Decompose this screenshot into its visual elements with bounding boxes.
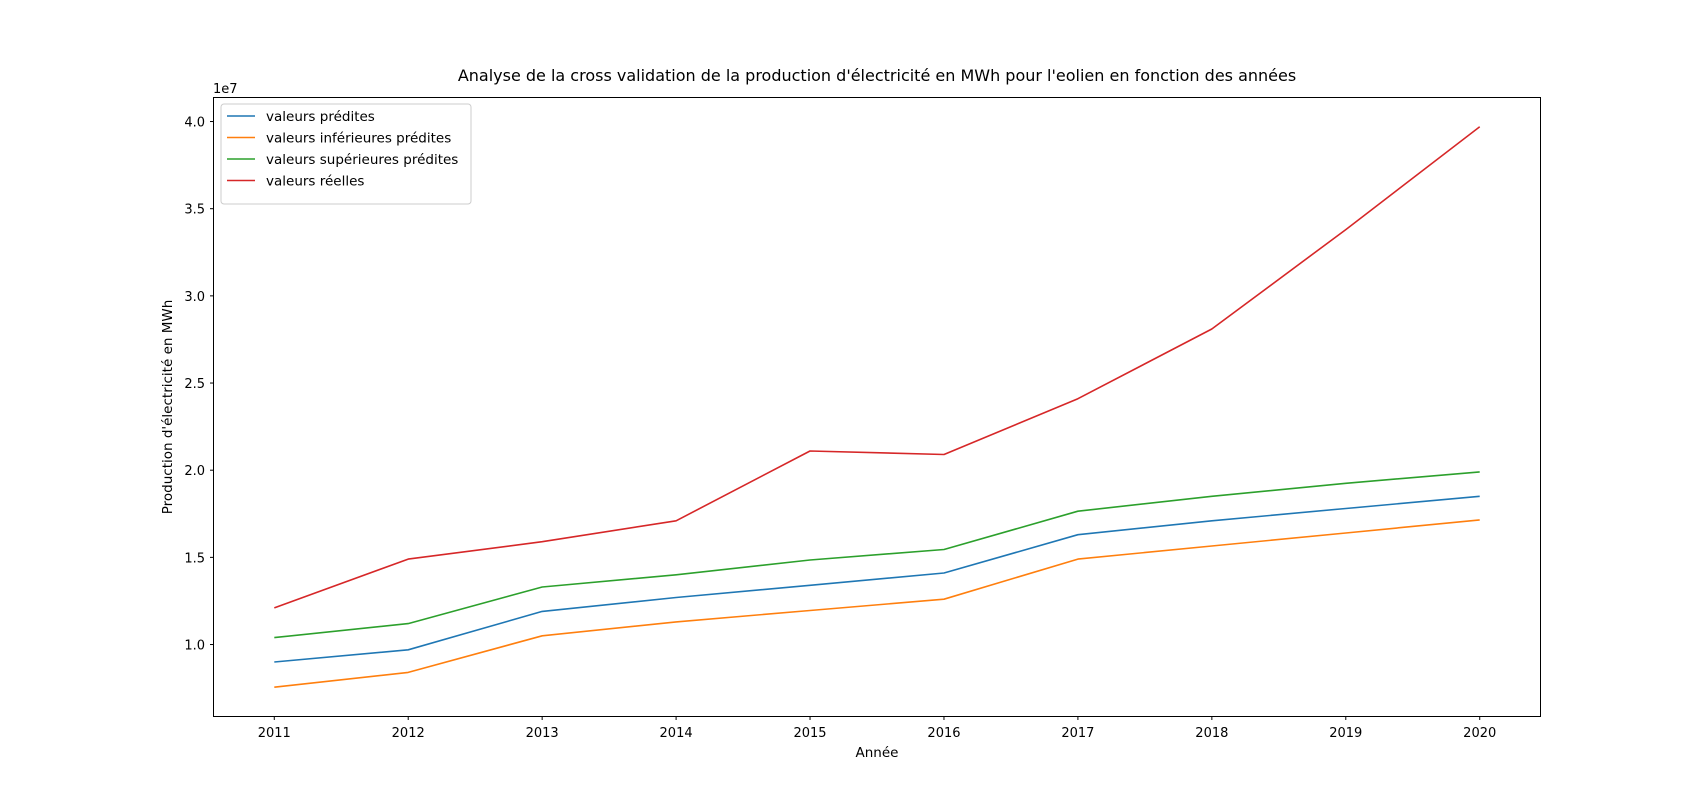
y-tick-label: 3.5 [184, 203, 205, 218]
series-line-2 [274, 471, 1480, 639]
legend-box [220, 103, 472, 205]
x-tick-label: 2020 [1463, 726, 1496, 741]
chart-title: Analyse de la cross validation de la pro… [458, 66, 1296, 85]
x-tick-label: 2013 [526, 726, 559, 741]
y-tick-label: 2.5 [184, 377, 205, 392]
y-tick-label: 3.0 [184, 290, 205, 305]
x-tick-label: 2012 [392, 726, 425, 741]
y-tick-label: 1.0 [184, 639, 205, 654]
x-tick-label: 2011 [258, 726, 291, 741]
series-layer [274, 126, 1481, 688]
x-tick-label: 2018 [1195, 726, 1228, 741]
legend-label-1: valeurs inférieures prédites [266, 131, 451, 147]
x-tick-label: 2014 [660, 726, 693, 741]
x-tick-label: 2017 [1061, 726, 1094, 741]
series-line-0 [274, 495, 1480, 663]
y-tick-label: 1.5 [184, 551, 205, 566]
y-tick-label: 2.0 [184, 464, 205, 479]
x-tick-label: 2015 [793, 726, 826, 741]
series-line-3 [274, 126, 1481, 609]
y-offset-text: 1e7 [213, 82, 238, 97]
legend-label-3: valeurs réelles [266, 174, 364, 190]
x-axis-label: Année [856, 745, 899, 761]
legend-label-2: valeurs supérieures prédites [266, 152, 458, 168]
x-tick-label: 2019 [1329, 726, 1362, 741]
y-axis: 1.0 1.5 2.0 2.5 3.0 3.5 4.0 [184, 116, 214, 654]
x-axis: 2011 2012 2013 2014 2015 2016 2017 2018 2019 2020 [258, 716, 1496, 741]
legend-label-0: valeurs prédites [266, 109, 375, 125]
plot-area-frame [213, 97, 1541, 717]
y-axis-label: Production d'électricité en MWh [160, 300, 176, 515]
series-line-1 [274, 519, 1480, 688]
legend: valeurs prédites valeurs inférieures préd… [220, 103, 472, 205]
y-tick-label: 4.0 [184, 116, 205, 131]
x-tick-label: 2016 [927, 726, 960, 741]
